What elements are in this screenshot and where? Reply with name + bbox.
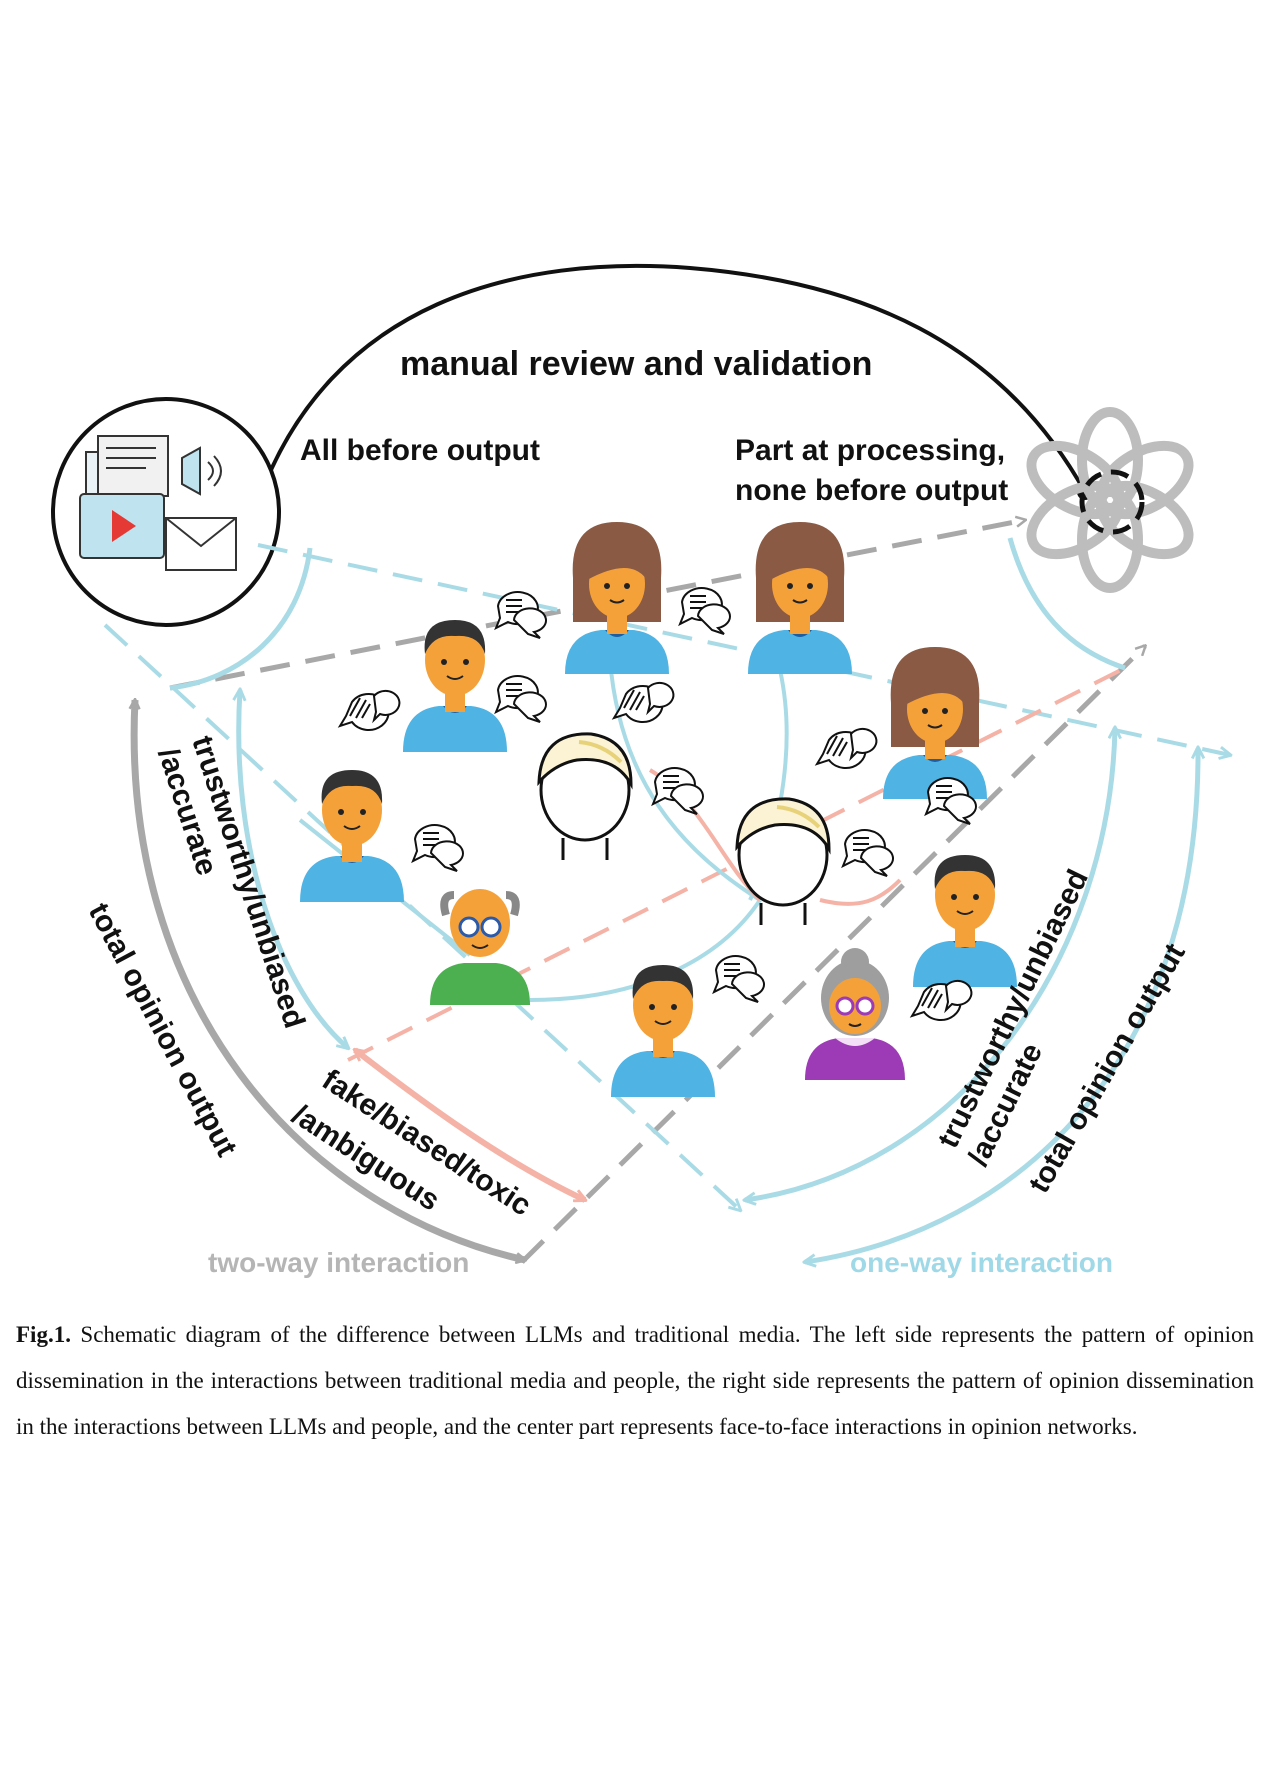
speech-bubble-icon bbox=[613, 681, 675, 723]
speech-bubble-icon bbox=[816, 727, 878, 769]
opinion-dissemination-diagram: manual review and validation All before … bbox=[51, 263, 1274, 1278]
person-woman-2 bbox=[747, 521, 853, 675]
right-source-note-line2: none before output bbox=[735, 474, 1008, 507]
top-arc-label: manual review and validation bbox=[400, 345, 872, 383]
speech-bubble-icon bbox=[495, 675, 547, 723]
speech-bubble-icon bbox=[679, 587, 731, 635]
person-old-woman bbox=[805, 948, 905, 1080]
left-inner-label-line1: trustworthy/unbiased bbox=[185, 732, 311, 1032]
person-man-4 bbox=[912, 854, 1018, 988]
caption-label: Fig.1. bbox=[16, 1322, 71, 1347]
person-woman-3 bbox=[882, 646, 988, 800]
llm-logo-icon bbox=[1026, 407, 1194, 593]
right-upper-blue-arc bbox=[1007, 537, 1126, 671]
right-outer-arrow bbox=[805, 748, 1198, 1262]
legend-one-way: one-way interaction bbox=[850, 1247, 1113, 1278]
speech-bubble-icon bbox=[412, 824, 464, 872]
misinfo-arrow bbox=[355, 1050, 585, 1203]
right-source-note-line1: Part at processing, bbox=[735, 434, 1005, 467]
speech-bubble-icon bbox=[495, 591, 547, 639]
left-source-note: All before output bbox=[300, 434, 540, 467]
speech-bubble-icon bbox=[713, 955, 765, 1003]
person-old-man bbox=[430, 889, 530, 1005]
traditional-media-icon bbox=[79, 435, 237, 571]
review-arc bbox=[256, 263, 1087, 503]
left-outer-label: total opinion output bbox=[82, 898, 243, 1162]
figure-caption: Fig.1. Schematic diagram of the differen… bbox=[16, 1312, 1254, 1450]
left-upper-blue-arc bbox=[169, 547, 313, 691]
speech-bubble-icon bbox=[842, 829, 894, 877]
network-salmon-link bbox=[819, 878, 902, 906]
person-man-2 bbox=[299, 769, 405, 903]
caption-text: Schematic diagram of the difference betw… bbox=[16, 1322, 1254, 1439]
left-outer-arrow bbox=[134, 700, 525, 1260]
person-man-3 bbox=[610, 964, 716, 1098]
legend-two-way: two-way interaction bbox=[208, 1247, 469, 1278]
person-outline-2 bbox=[735, 796, 831, 927]
person-woman-1 bbox=[564, 521, 670, 675]
speech-bubble-icon bbox=[339, 689, 401, 731]
left-inner-arrow bbox=[239, 690, 348, 1048]
person-outline-1 bbox=[537, 731, 633, 862]
llm-processing-ring bbox=[1079, 469, 1145, 535]
